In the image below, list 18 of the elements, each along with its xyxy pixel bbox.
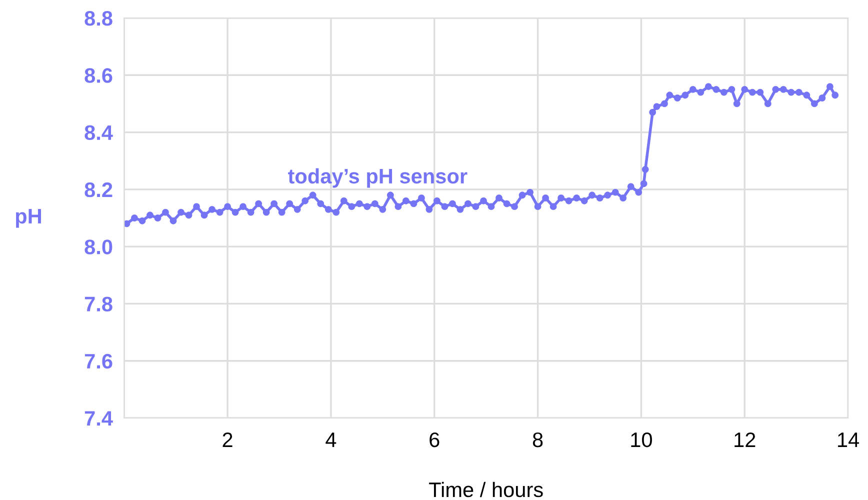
x-tick-label: 8 bbox=[532, 432, 543, 448]
x-tick-label: 4 bbox=[326, 432, 336, 447]
y-tick-label: 8.6 bbox=[84, 68, 112, 83]
x-axis-title: Time / hours bbox=[429, 482, 543, 498]
x-tick-label: 14 bbox=[838, 432, 860, 447]
x-tick-label: 2 bbox=[222, 432, 232, 447]
y-tick-label: 8.2 bbox=[84, 182, 112, 198]
y-tick-label: 7.6 bbox=[84, 354, 112, 369]
series-label: today’s pH sensor bbox=[288, 168, 468, 188]
y-tick-label: 8.0 bbox=[84, 240, 112, 254]
y-tick-label: 7.8 bbox=[84, 296, 112, 312]
y-axis-title: pH bbox=[16, 209, 41, 228]
y-tick-label: 8.4 bbox=[84, 125, 113, 140]
x-tick-label: 10 bbox=[631, 432, 652, 448]
y-tick-label: 8.8 bbox=[84, 11, 112, 26]
y-tick-label: 7.4 bbox=[84, 411, 113, 426]
x-tick-label: 12 bbox=[734, 432, 756, 447]
x-tick-label: 6 bbox=[430, 432, 440, 448]
